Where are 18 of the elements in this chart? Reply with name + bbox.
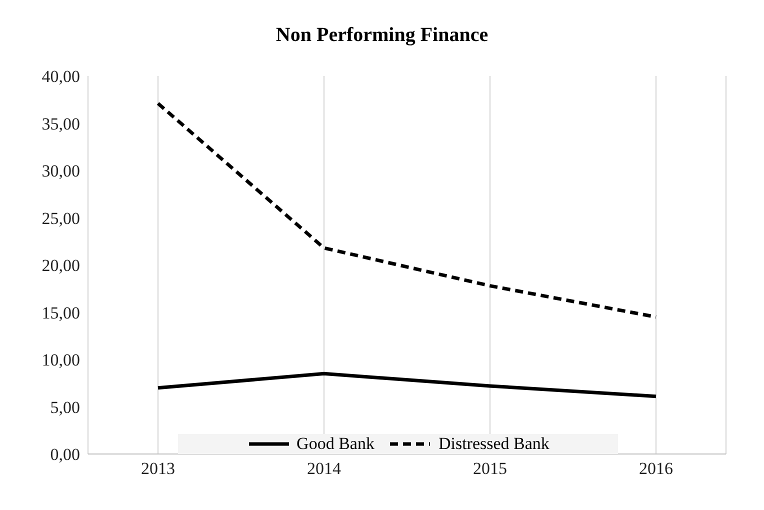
x-tick-label: 2015 (473, 459, 507, 478)
chart-title: Non Performing Finance (274, 23, 490, 48)
y-tick-label: 25,00 (42, 208, 80, 228)
line-series (156, 102, 658, 319)
y-tick-label: 0,00 (50, 445, 80, 464)
y-tick-label: 10,00 (42, 350, 80, 370)
y-tick-label: 15,00 (42, 303, 80, 322)
line-series (156, 372, 658, 398)
legend-label: Distressed Bank (438, 434, 550, 454)
x-tick-label: 2013 (141, 459, 175, 478)
y-tick-label: 40,00 (42, 67, 80, 86)
legend-label: Good Bank (296, 434, 374, 454)
x-tick-label: 2014 (307, 459, 342, 478)
y-tick-label: 30,00 (42, 162, 80, 181)
y-tick-label: 5,00 (50, 398, 80, 417)
y-tick-label: 20,00 (42, 256, 80, 276)
y-tick-label: 35,00 (42, 114, 80, 134)
x-tick-label: 2016 (639, 459, 673, 478)
